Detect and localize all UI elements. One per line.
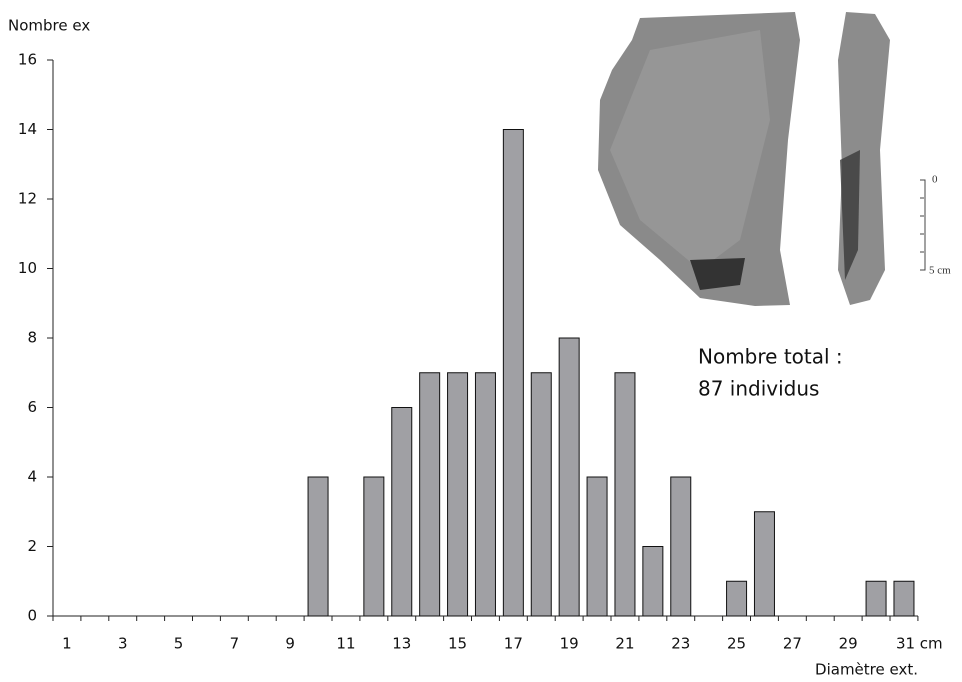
- bar: [448, 373, 468, 616]
- bar: [559, 338, 579, 616]
- bar: [475, 373, 495, 616]
- bar: [364, 477, 384, 616]
- y-tick-label: 2: [27, 537, 37, 555]
- x-tick-label: 19: [560, 635, 579, 653]
- y-tick-label: 8: [27, 329, 37, 347]
- photo-scale-label: 5 cm: [929, 265, 951, 277]
- x-tick-label: 1: [62, 635, 72, 653]
- bar: [587, 477, 607, 616]
- x-tick-label: 7: [230, 635, 240, 653]
- y-tick-label: 4: [27, 468, 37, 486]
- chart: Nombre ex Diamètre ext. Nombre total : 8…: [0, 0, 962, 682]
- x-tick-label: 9: [285, 635, 295, 653]
- stone-photo: [598, 12, 925, 306]
- bar: [727, 581, 747, 616]
- x-tick-label: 13: [392, 635, 411, 653]
- x-tick-label: 21: [615, 635, 634, 653]
- x-tick-label: 31 cm: [896, 635, 943, 653]
- x-tick-label: 29: [839, 635, 858, 653]
- x-tick-label: 25: [727, 635, 746, 653]
- bar: [754, 512, 774, 616]
- y-tick-label: 16: [18, 51, 37, 69]
- x-axis-label: Diamètre ext.: [815, 661, 918, 679]
- y-tick-label: 0: [27, 607, 37, 625]
- y-axis-label: Nombre ex: [8, 17, 90, 35]
- bar: [392, 408, 412, 617]
- y-tick-label: 12: [18, 190, 37, 208]
- bar: [643, 547, 663, 617]
- bar: [894, 581, 914, 616]
- x-tick-label: 17: [504, 635, 523, 653]
- bar: [671, 477, 691, 616]
- x-tick-label: 27: [783, 635, 802, 653]
- annotation: 87 individus: [698, 377, 819, 401]
- y-tick-label: 10: [18, 259, 37, 277]
- x-tick-label: 3: [118, 635, 128, 653]
- bar: [420, 373, 440, 616]
- y-tick-label: 14: [18, 120, 37, 138]
- bar: [308, 477, 328, 616]
- x-tick-label: 15: [448, 635, 467, 653]
- bar: [503, 130, 523, 617]
- annotation: Nombre total :: [698, 345, 843, 369]
- y-tick-label: 6: [27, 398, 37, 416]
- bar: [531, 373, 551, 616]
- x-tick-label: 23: [671, 635, 690, 653]
- bar: [615, 373, 635, 616]
- bar: [866, 581, 886, 616]
- photo-scale-label: 0: [932, 174, 938, 186]
- x-tick-label: 5: [174, 635, 184, 653]
- x-tick-label: 11: [336, 635, 355, 653]
